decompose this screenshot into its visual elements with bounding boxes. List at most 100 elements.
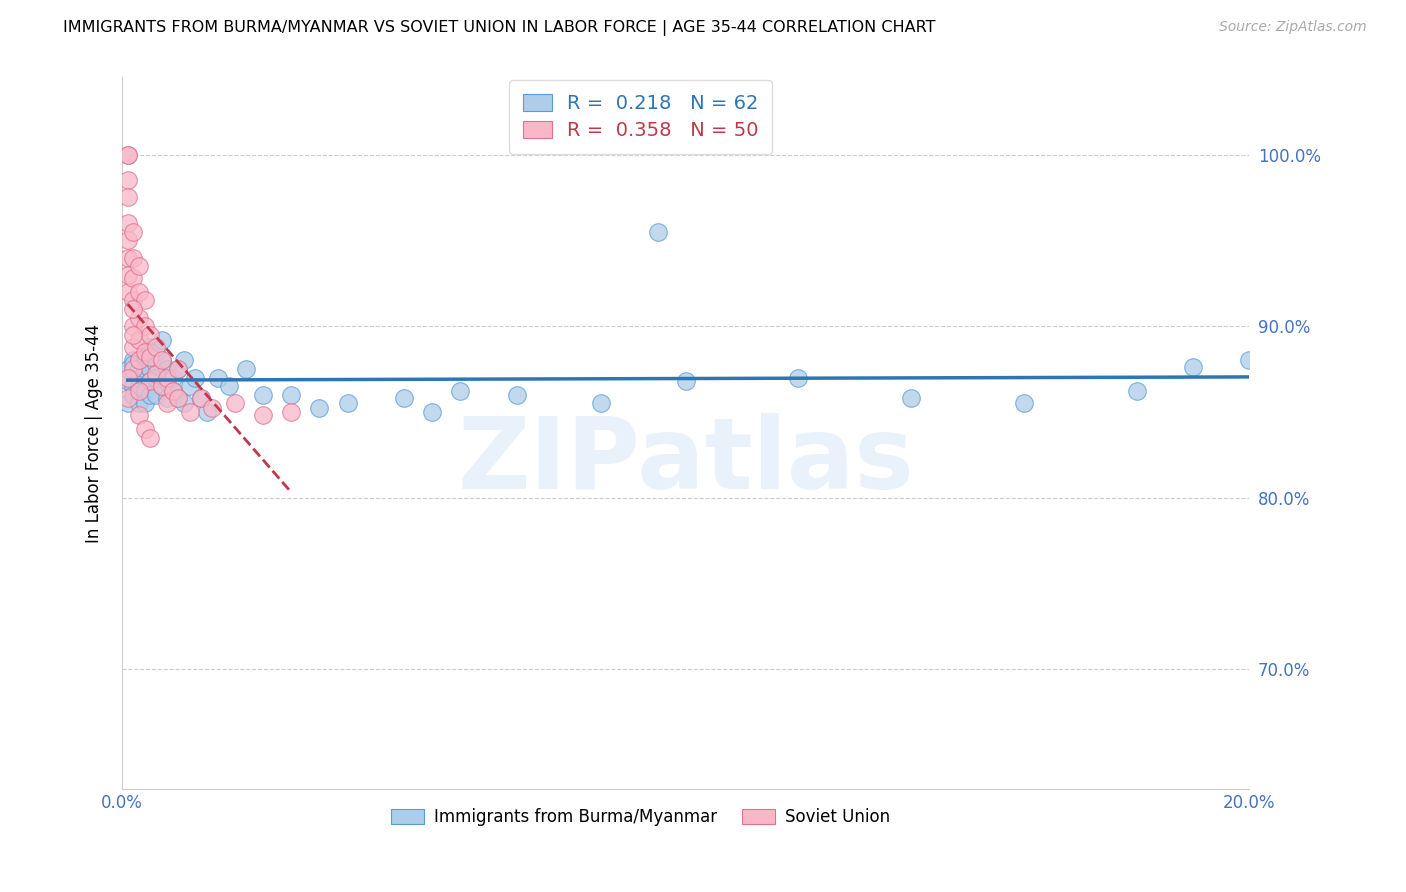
Point <box>145 340 167 354</box>
Point <box>139 362 162 376</box>
Point <box>117 391 139 405</box>
Point <box>1182 360 1205 375</box>
Point <box>117 233 139 247</box>
Point <box>117 251 139 265</box>
Point <box>156 396 179 410</box>
Point <box>1239 353 1261 368</box>
Point <box>128 333 150 347</box>
Point <box>117 190 139 204</box>
Point <box>139 327 162 342</box>
Point <box>162 384 184 399</box>
Point <box>675 374 697 388</box>
Point <box>139 388 162 402</box>
Point <box>122 357 145 371</box>
Point <box>150 353 173 368</box>
Point <box>117 173 139 187</box>
Point <box>117 285 139 299</box>
Point <box>591 396 613 410</box>
Point <box>134 422 156 436</box>
Point <box>122 251 145 265</box>
Point <box>280 388 302 402</box>
Point <box>122 362 145 376</box>
Point <box>128 353 150 368</box>
Point <box>128 310 150 325</box>
Point <box>128 370 150 384</box>
Point <box>162 384 184 399</box>
Text: Source: ZipAtlas.com: Source: ZipAtlas.com <box>1219 20 1367 34</box>
Point <box>179 379 201 393</box>
Point <box>122 293 145 308</box>
Point <box>900 391 922 405</box>
Point <box>117 268 139 282</box>
Point <box>235 362 257 376</box>
Point <box>156 374 179 388</box>
Point <box>122 327 145 342</box>
Point <box>167 362 190 376</box>
Point <box>122 225 145 239</box>
Point <box>122 340 145 354</box>
Point <box>156 370 179 384</box>
Point <box>308 401 330 416</box>
Point <box>150 379 173 393</box>
Point <box>150 379 173 393</box>
Point <box>134 384 156 399</box>
Point <box>167 391 190 405</box>
Point <box>449 384 471 399</box>
Point <box>128 259 150 273</box>
Point <box>134 396 156 410</box>
Point <box>128 384 150 399</box>
Point <box>122 271 145 285</box>
Point <box>128 379 150 393</box>
Point <box>117 147 139 161</box>
Point <box>145 357 167 371</box>
Point <box>134 362 156 376</box>
Text: IMMIGRANTS FROM BURMA/MYANMAR VS SOVIET UNION IN LABOR FORCE | AGE 35-44 CORRELA: IMMIGRANTS FROM BURMA/MYANMAR VS SOVIET … <box>63 20 936 36</box>
Point <box>787 370 810 384</box>
Point <box>184 370 207 384</box>
Point <box>280 405 302 419</box>
Point <box>224 396 246 410</box>
Point <box>139 431 162 445</box>
Point <box>218 379 240 393</box>
Point <box>156 391 179 405</box>
Point <box>207 370 229 384</box>
Point <box>117 370 139 384</box>
Point <box>139 350 162 364</box>
Point <box>145 388 167 402</box>
Point <box>139 344 162 359</box>
Point <box>167 362 190 376</box>
Point <box>134 293 156 308</box>
Point <box>122 388 145 402</box>
Point <box>134 344 156 359</box>
Point <box>122 379 145 393</box>
Point <box>1125 384 1147 399</box>
Point <box>179 405 201 419</box>
Point <box>122 319 145 334</box>
Point <box>139 340 162 354</box>
Point <box>117 374 139 388</box>
Point <box>647 225 669 239</box>
Point <box>128 285 150 299</box>
Point <box>173 353 195 368</box>
Point <box>145 344 167 359</box>
Point <box>128 396 150 410</box>
Point <box>150 333 173 347</box>
Point <box>201 401 224 416</box>
Point <box>117 216 139 230</box>
Point <box>117 147 139 161</box>
Legend: Immigrants from Burma/Myanmar, Soviet Union: Immigrants from Burma/Myanmar, Soviet Un… <box>382 799 898 834</box>
Point <box>122 353 145 368</box>
Point <box>128 362 150 376</box>
Point <box>134 319 156 334</box>
Point <box>252 409 274 423</box>
Point <box>128 409 150 423</box>
Point <box>190 391 212 405</box>
Point <box>167 391 190 405</box>
Point <box>145 370 167 384</box>
Point <box>336 396 359 410</box>
Text: ZIPatlas: ZIPatlas <box>457 413 914 510</box>
Point <box>134 350 156 364</box>
Point <box>134 370 156 384</box>
Point <box>128 353 150 368</box>
Point <box>392 391 415 405</box>
